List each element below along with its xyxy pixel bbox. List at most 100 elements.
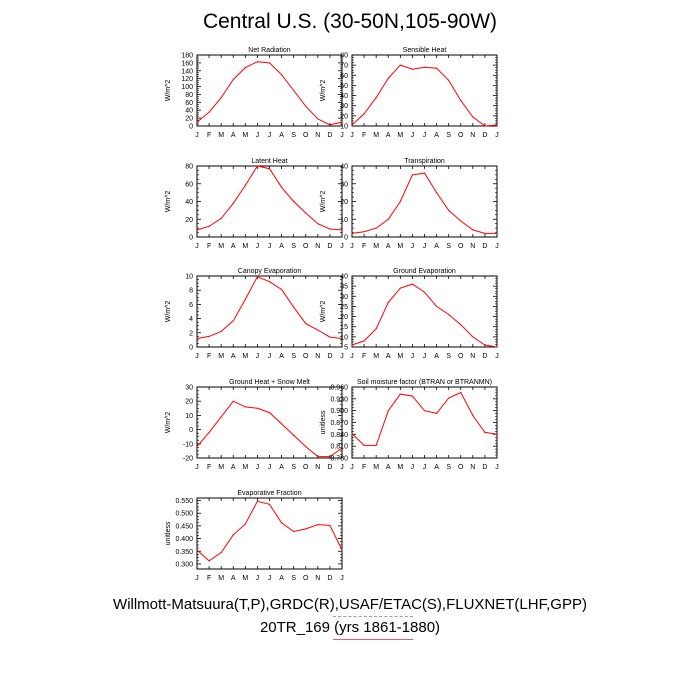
x-tick-label: A xyxy=(434,243,439,250)
data-point xyxy=(484,431,486,433)
panel-title: Ground Heat + Snow Melt xyxy=(229,379,310,386)
legend-line xyxy=(333,639,413,640)
x-tick-label: N xyxy=(470,132,475,139)
y-tick-label: 10 xyxy=(340,124,348,131)
y-tick-label: 5 xyxy=(344,345,348,352)
panel-title: Evaporative Fraction xyxy=(237,490,301,497)
y-tick-label: 20 xyxy=(185,217,193,224)
x-tick-label: A xyxy=(231,353,236,360)
y-axis-label: W/m^2 xyxy=(320,80,327,102)
x-tick-label: A xyxy=(231,464,236,471)
data-point xyxy=(399,393,401,395)
data-point xyxy=(196,121,198,123)
data-point xyxy=(317,329,319,331)
x-tick-label: A xyxy=(434,132,439,139)
data-point xyxy=(305,105,307,107)
x-tick-label: M xyxy=(242,464,248,471)
x-tick-label: A xyxy=(386,243,391,250)
data-point xyxy=(351,232,353,235)
x-tick-label: M xyxy=(397,353,403,360)
data-point xyxy=(460,324,462,326)
series-line xyxy=(351,391,498,446)
x-tick-label: J xyxy=(495,353,499,360)
x-tick-label: N xyxy=(315,464,320,471)
data-point xyxy=(329,228,331,230)
data-point xyxy=(341,549,343,551)
caption-run: 20TR_169 (yrs 1861-1880) xyxy=(259,619,441,636)
data-point xyxy=(387,410,389,412)
series-line xyxy=(196,500,343,562)
y-tick-label: 60 xyxy=(185,181,193,188)
y-tick-label: 40 xyxy=(185,199,193,206)
data-point xyxy=(472,116,474,118)
data-point xyxy=(411,395,414,397)
x-tick-label: S xyxy=(291,132,296,139)
data-point xyxy=(411,174,414,176)
series-line xyxy=(351,283,498,348)
data-point xyxy=(244,67,246,69)
data-point xyxy=(341,337,343,340)
panel-title: Sensible Heat xyxy=(403,47,447,54)
y-tick-label: 10 xyxy=(185,274,193,281)
y-tick-label: 0 xyxy=(189,345,193,352)
x-tick-label: F xyxy=(207,575,211,582)
y-tick-label: 160 xyxy=(181,60,193,67)
x-tick-label: D xyxy=(327,132,332,139)
data-point xyxy=(423,172,426,174)
data-point xyxy=(232,534,234,536)
x-tick-label: J xyxy=(423,353,427,360)
data-point xyxy=(341,447,343,449)
x-tick-label: J xyxy=(256,575,260,582)
data-point xyxy=(472,336,474,338)
x-tick-label: F xyxy=(362,243,366,250)
x-tick-label: J xyxy=(340,243,344,250)
x-tick-label: S xyxy=(446,243,451,250)
y-axis-label: W/m^2 xyxy=(165,191,172,213)
data-point xyxy=(351,432,353,435)
y-tick-label: 0.550 xyxy=(175,498,193,505)
x-tick-label: J xyxy=(340,575,344,582)
panel-title: Soil moisture factor (BTRAN or BTRANMN) xyxy=(357,379,492,386)
x-tick-label: A xyxy=(279,464,284,471)
x-tick-label: J xyxy=(256,464,260,471)
data-point xyxy=(280,288,283,291)
x-tick-label: M xyxy=(373,464,379,471)
y-tick-label: 70 xyxy=(340,63,348,70)
x-tick-label: A xyxy=(279,243,284,250)
plot-frame xyxy=(351,165,498,238)
data-point xyxy=(256,165,259,167)
x-tick-label: A xyxy=(279,132,284,139)
panel-title: Latent Heat xyxy=(251,158,287,165)
data-point xyxy=(496,232,498,235)
data-point xyxy=(244,298,246,301)
data-point xyxy=(329,524,331,526)
data-point xyxy=(387,77,389,79)
x-tick-label: J xyxy=(350,243,354,250)
y-tick-label: 80 xyxy=(340,53,348,60)
x-tick-label: F xyxy=(362,132,366,139)
data-point xyxy=(220,330,222,332)
panel-title: Ground Evaporation xyxy=(393,268,456,275)
y-tick-label: 20 xyxy=(340,199,348,206)
x-tick-label: M xyxy=(218,132,224,139)
data-point xyxy=(317,524,319,526)
series-line xyxy=(351,64,498,127)
data-point xyxy=(220,416,222,418)
caption-sources: Willmott-Matsuura(T,P),GRDC(R),USAF/ETAC… xyxy=(113,596,587,613)
y-tick-label: 0.870 xyxy=(330,420,348,427)
data-point xyxy=(484,344,486,346)
x-tick-label: F xyxy=(207,353,211,360)
data-point xyxy=(208,111,210,113)
x-tick-label: N xyxy=(470,243,475,250)
x-tick-label: N xyxy=(315,575,320,582)
x-tick-label: M xyxy=(242,575,248,582)
y-axis-label: W/m^2 xyxy=(165,80,172,102)
x-tick-label: M xyxy=(397,132,403,139)
data-point xyxy=(448,79,450,81)
data-point xyxy=(293,89,295,92)
x-tick-label: O xyxy=(303,464,309,471)
y-tick-label: 25 xyxy=(340,304,348,311)
y-tick-label: 0.300 xyxy=(175,561,193,568)
